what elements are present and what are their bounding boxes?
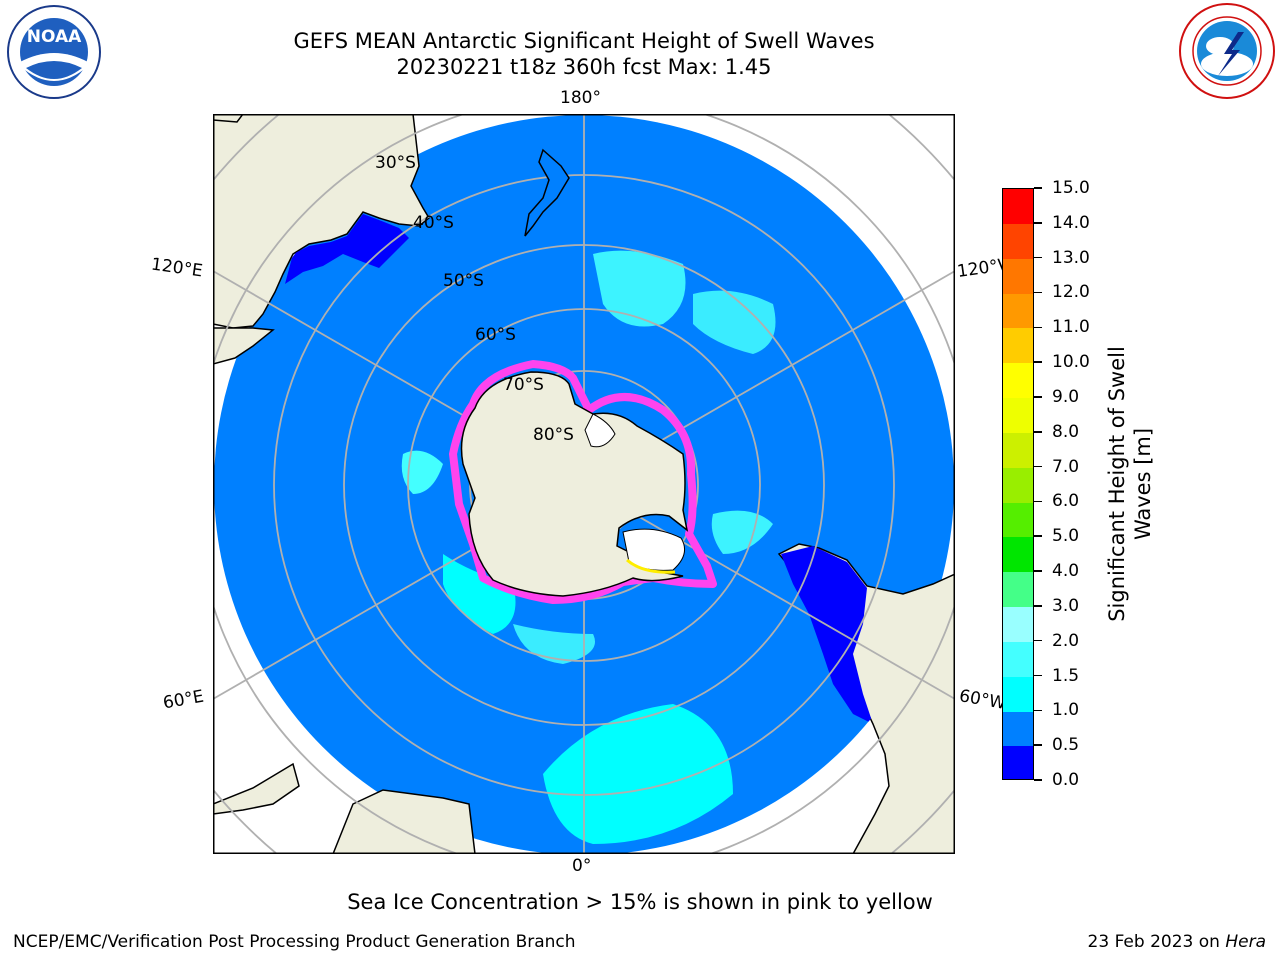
colorbar-tick <box>1034 396 1042 398</box>
colorbar-tick-label: 9.0 <box>1052 386 1080 407</box>
swell-patch-3 <box>443 554 516 634</box>
colorbar-tick <box>1034 535 1042 537</box>
sea-ice-note: Sea Ice Concentration > 15% is shown in … <box>347 890 933 914</box>
lon-label-60e: 60°E <box>161 686 206 714</box>
noaa-logo-icon: NOAA <box>7 5 101 99</box>
colorbar-tick-label: 0.0 <box>1052 770 1080 790</box>
colorbar-segment <box>1003 502 1033 538</box>
lat-label-60s: 60°S <box>475 325 516 345</box>
colorbar-segment <box>1003 223 1033 259</box>
lon-label-60w: 60°W <box>957 686 1008 714</box>
colorbar-tick <box>1034 709 1042 712</box>
colorbar-tick-label: 11.0 <box>1052 317 1090 338</box>
national-weather-service-logo-icon <box>1179 3 1275 99</box>
colorbar-segment <box>1003 189 1033 224</box>
colorbar-tick <box>1034 256 1042 259</box>
colorbar-tick-label: 10.0 <box>1052 352 1090 373</box>
colorbar-segment <box>1003 328 1033 364</box>
colorbar-tick-label: 6.0 <box>1052 491 1080 512</box>
corner-land-nw <box>213 114 244 123</box>
new-zealand-landmass <box>524 148 570 237</box>
colorbar-tick-label: 2.0 <box>1052 630 1080 651</box>
colorbar-segment <box>1003 258 1033 294</box>
colorbar-tick <box>1034 431 1042 433</box>
colorbar-tick <box>1034 361 1042 363</box>
colorbar-title-line1: Significant Height of Swell <box>1105 346 1129 622</box>
colorbar-segment <box>1003 397 1033 433</box>
colorbar-tick-label: 13.0 <box>1052 247 1090 268</box>
colorbar-tick <box>1034 674 1042 677</box>
noaa-logo-text: NOAA <box>27 27 82 47</box>
colorbar-tick-label: 12.0 <box>1052 282 1090 303</box>
colorbar-segment <box>1003 641 1033 677</box>
lat-label-30s: 30°S <box>375 153 416 173</box>
lat-label-50s: 50°S <box>443 271 484 291</box>
swell-patch-4 <box>401 450 443 494</box>
colorbar <box>1002 188 1034 780</box>
colorbar-tick-label: 3.0 <box>1052 595 1080 616</box>
colorbar-tick-label: 4.0 <box>1052 561 1080 582</box>
swell-chile-coast <box>781 546 873 724</box>
colorbar-segment <box>1003 746 1033 779</box>
swell-australia-coast <box>285 214 409 284</box>
colorbar-tick <box>1034 291 1042 294</box>
footer-producer: NCEP/EMC/Verification Post Processing Pr… <box>13 932 576 952</box>
colorbar-tick-label: 1.0 <box>1052 700 1080 721</box>
australia-landmass <box>213 114 430 329</box>
footer-date-text: 23 Feb 2023 on <box>1087 932 1226 952</box>
colorbar-tick <box>1034 744 1042 746</box>
colorbar-tick <box>1034 570 1042 572</box>
sea-ice-yellow <box>626 558 676 574</box>
lon-label-120e: 120°E <box>149 254 204 282</box>
colorbar-tick <box>1034 326 1042 329</box>
colorbar-tick-label: 8.0 <box>1052 421 1080 442</box>
sea-ice-edge <box>449 360 717 604</box>
swell-south-atlantic <box>543 704 733 844</box>
colorbar-segment <box>1003 467 1033 503</box>
footer-date: 23 Feb 2023 on Hera <box>1088 932 1266 952</box>
swell-patch-6 <box>513 624 595 664</box>
chart-title: GEFS MEAN Antarctic Significant Height o… <box>293 29 875 53</box>
colorbar-segment <box>1003 537 1033 573</box>
colorbar-tick-label: 7.0 <box>1052 456 1080 477</box>
colorbar-segment <box>1003 293 1033 329</box>
colorbar-segment <box>1003 711 1033 747</box>
colorbar-title-line2: Waves [m] <box>1131 427 1155 541</box>
colorbar-tick <box>1034 500 1042 503</box>
colorbar-segment <box>1003 606 1033 642</box>
colorbar-tick-label: 0.5 <box>1052 735 1080 756</box>
antarctica-landmass <box>460 371 689 597</box>
footer-machine: Hera <box>1225 932 1266 952</box>
colorbar-tick-label: 14.0 <box>1052 212 1090 233</box>
colorbar-tick-label: 5.0 <box>1052 526 1080 547</box>
lat-label-80s: 80°S <box>533 425 574 445</box>
colorbar-segment <box>1003 676 1033 712</box>
colorbar-tick <box>1034 222 1042 224</box>
colorbar-tick-label: 1.5 <box>1052 665 1080 686</box>
swell-patch-2 <box>693 290 776 354</box>
colorbar-tick <box>1034 779 1042 781</box>
swell-patch-1 <box>593 250 686 327</box>
colorbar-tick <box>1034 605 1042 607</box>
colorbar-segment <box>1003 363 1033 399</box>
lat-label-40s: 40°S <box>413 213 454 233</box>
swell-patch-5 <box>711 510 773 554</box>
tasmania-landmass <box>213 327 275 365</box>
colorbar-segment <box>1003 432 1033 468</box>
colorbar-segment <box>1003 572 1033 608</box>
chart-subtitle: 20230221 t18z 360h fcst Max: 1.45 <box>396 55 772 79</box>
madagascar-landmass <box>213 762 300 815</box>
lat-label-70s: 70°S <box>503 375 544 395</box>
colorbar-tick <box>1034 187 1042 189</box>
africa-landmass <box>332 789 476 854</box>
lon-label-0: 0° <box>572 856 592 876</box>
colorbar-tick <box>1034 639 1042 642</box>
lon-label-180: 180° <box>560 88 601 108</box>
polar-map: 30°S 40°S 50°S 60°S 70°S 80°S <box>213 114 955 854</box>
colorbar-tick <box>1034 465 1042 468</box>
colorbar-tick-label: 15.0 <box>1052 178 1090 198</box>
ross-ice-shelf <box>584 413 616 448</box>
